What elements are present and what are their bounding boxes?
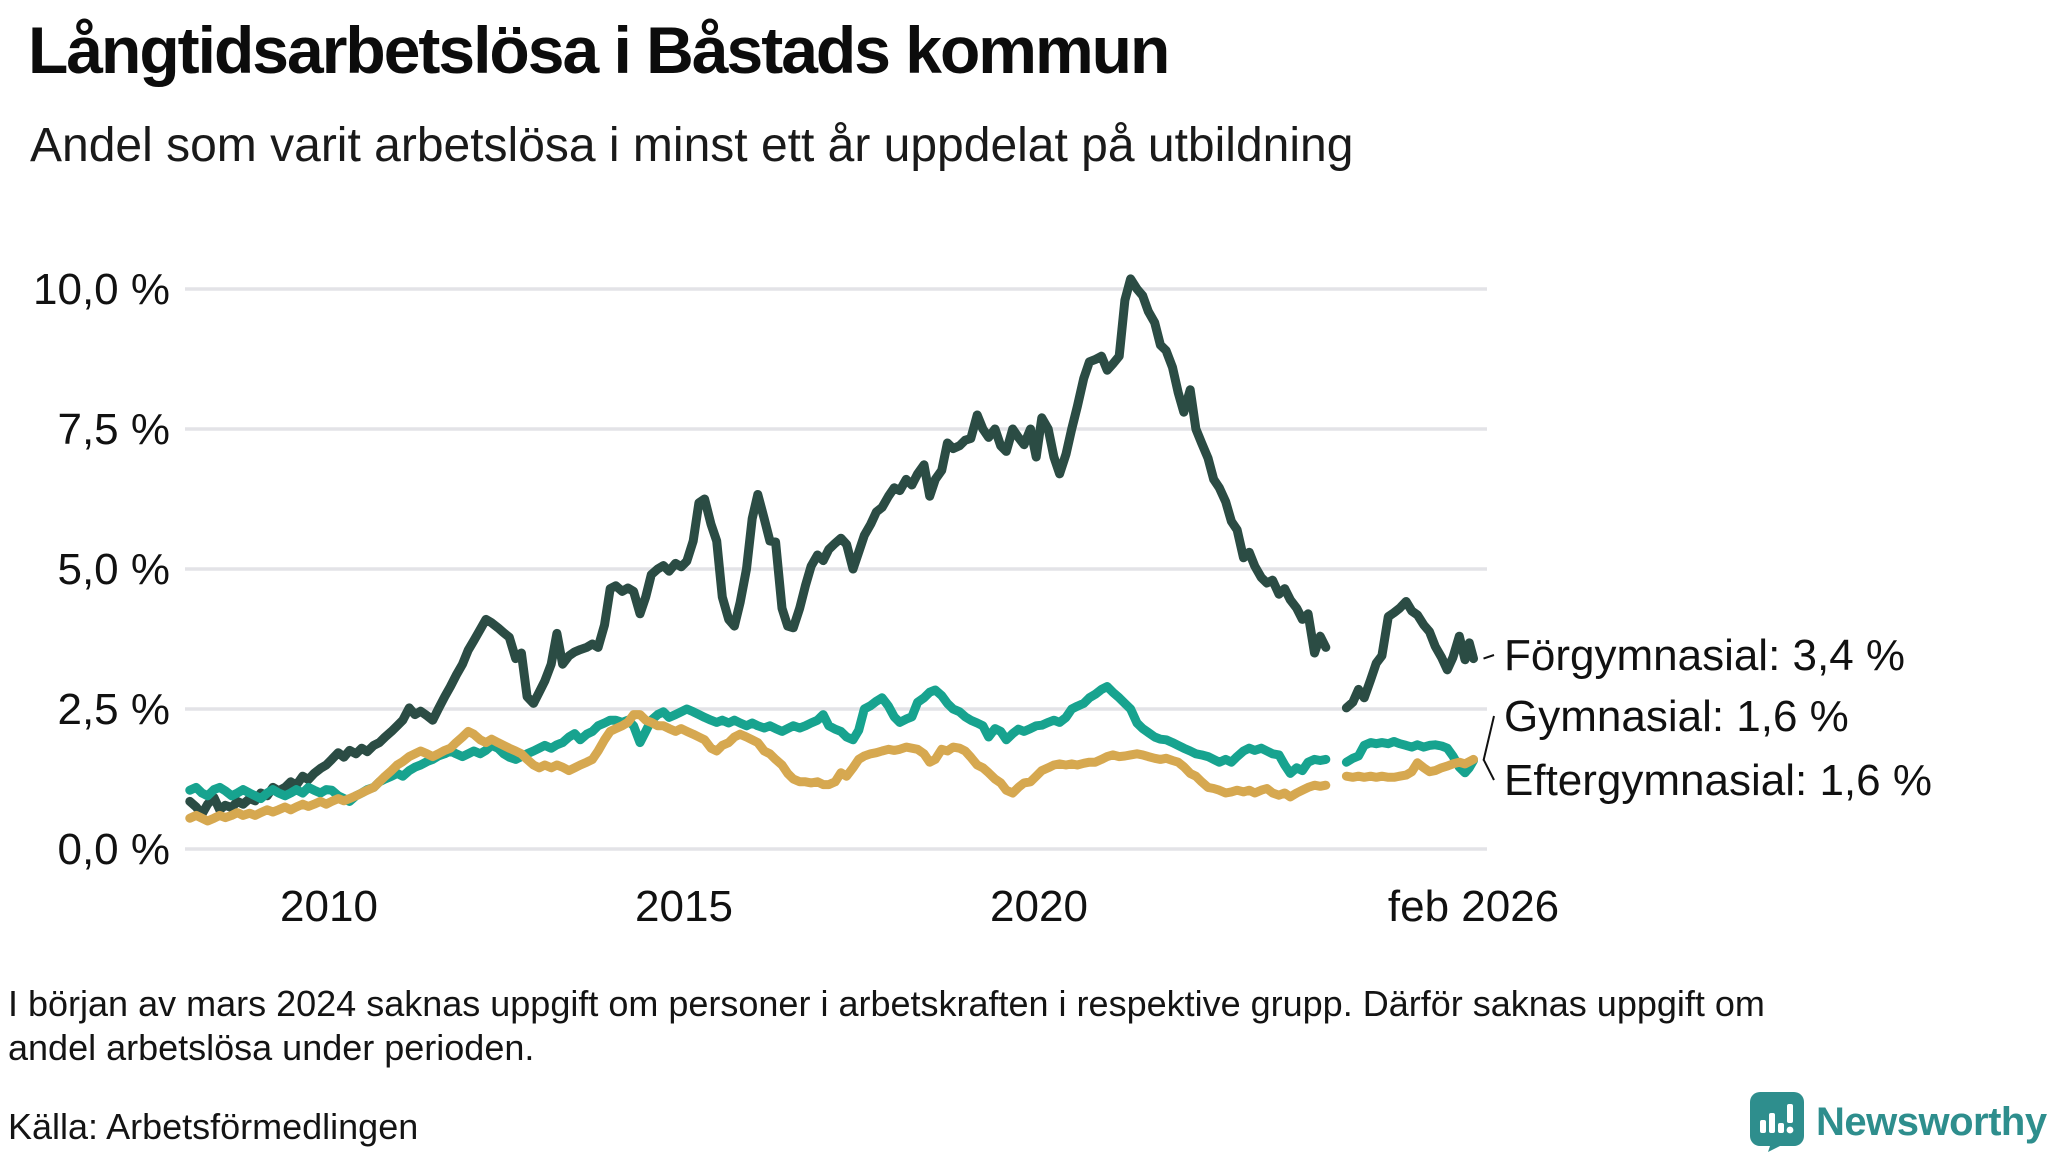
y-tick-label: 2,5 % [57, 685, 170, 734]
newsworthy-logo-icon [1750, 1092, 1804, 1152]
series-line-förgymnasial [185, 274, 1478, 819]
newsworthy-logo: Newsworthy [1750, 1092, 2047, 1152]
annotation-connector-gymnasial [1482, 715, 1495, 761]
source-label: Källa: Arbetsförmedlingen [8, 1106, 419, 1147]
chart-subtitle: Andel som varit arbetslösa i minst ett å… [30, 119, 1354, 172]
page-title: Långtidsarbetslösa i Båstads kommun [28, 13, 1170, 87]
x-tick-label: feb 2026 [1388, 882, 1559, 931]
annotation-label-gymnasial: Gymnasial: 1,6 % [1504, 692, 1849, 741]
annotation-connector-förgymnasial [1483, 654, 1495, 660]
y-tick-label: 10,0 % [33, 265, 170, 314]
y-tick-label: 7,5 % [57, 405, 170, 454]
x-tick-label: 2020 [990, 882, 1088, 931]
x-tick-label: 2015 [635, 882, 733, 931]
footnote-line-1: I början av mars 2024 saknas uppgift om … [8, 983, 1765, 1024]
footnote-line-2: andel arbetslösa under perioden. [8, 1027, 535, 1068]
annotation-label-förgymnasial: Förgymnasial: 3,4 % [1504, 631, 1905, 680]
y-tick-label: 0,0 % [57, 825, 170, 874]
annotation-label-eftergymnasial: Eftergymnasial: 1,6 % [1504, 756, 1932, 805]
annotation-connector-eftergymnasial [1482, 758, 1495, 781]
series-line-eftergymnasial [185, 710, 1478, 826]
y-tick-label: 5,0 % [57, 545, 170, 594]
chart-footnote: I början av mars 2024 saknas uppgift om … [8, 982, 1765, 1070]
newsworthy-logo-text: Newsworthy [1816, 1099, 2047, 1144]
x-tick-label: 2010 [280, 882, 378, 931]
